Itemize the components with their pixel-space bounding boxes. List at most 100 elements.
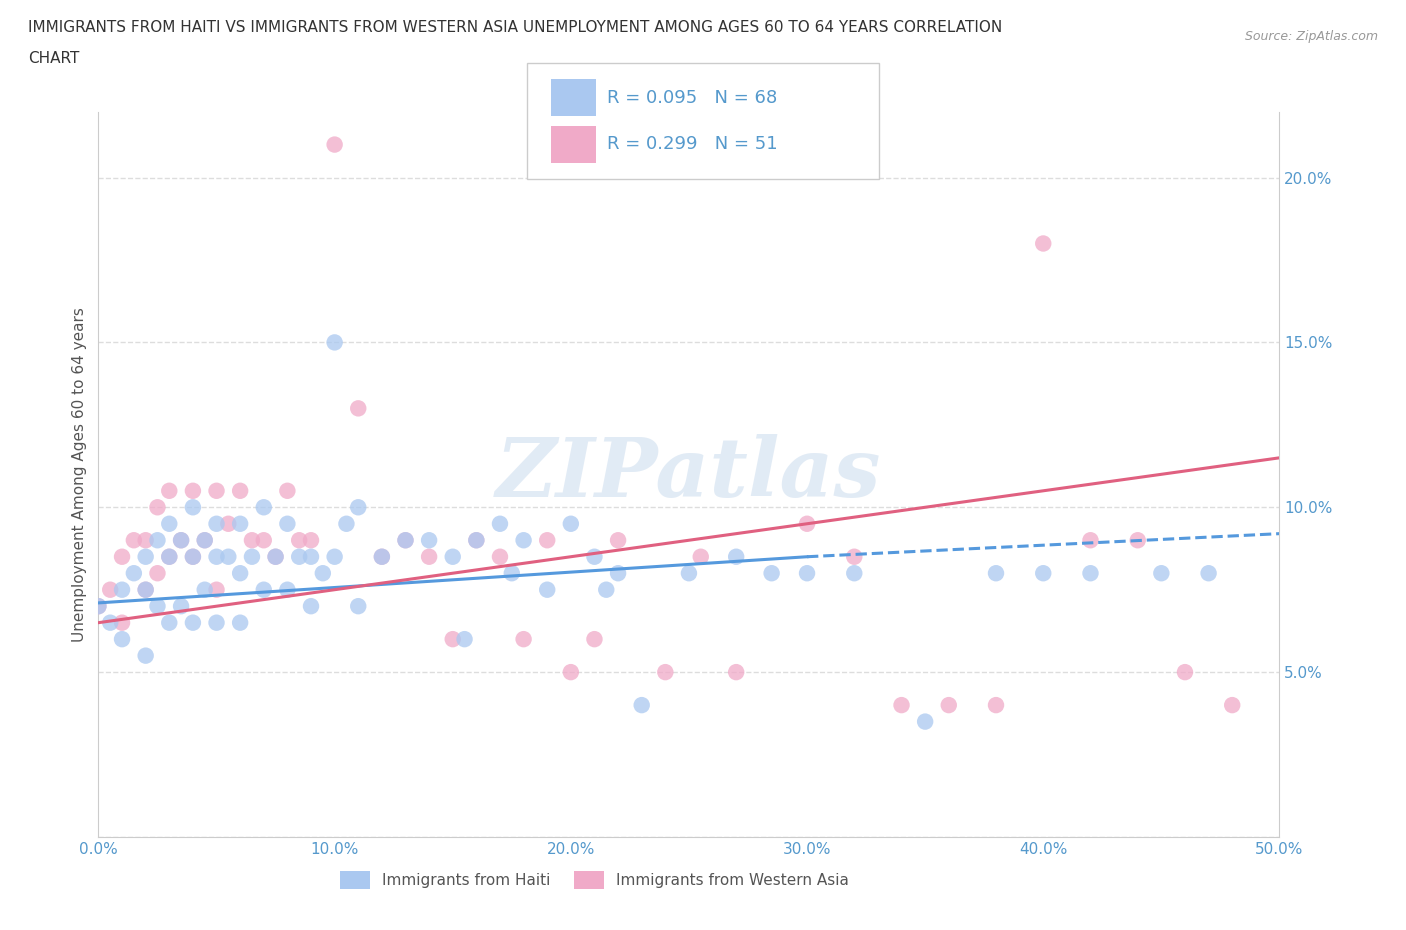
Text: CHART: CHART — [28, 51, 80, 66]
Point — [205, 484, 228, 498]
Text: R = 0.095   N = 68: R = 0.095 N = 68 — [607, 88, 778, 107]
Point — [205, 516, 228, 531]
Point — [761, 565, 783, 580]
Point — [111, 631, 134, 646]
Point — [394, 533, 416, 548]
Point — [170, 533, 193, 548]
Point — [335, 516, 357, 531]
Point — [630, 698, 652, 712]
Point — [1126, 533, 1149, 548]
Point — [240, 533, 263, 548]
Point — [890, 698, 912, 712]
Point — [253, 533, 276, 548]
Point — [135, 648, 157, 663]
Point — [98, 582, 121, 597]
Point — [111, 616, 134, 631]
Point — [135, 582, 157, 597]
Point — [394, 533, 416, 548]
Point — [288, 550, 311, 565]
Point — [264, 550, 287, 565]
Point — [501, 565, 523, 580]
Point — [157, 550, 180, 565]
Point — [512, 631, 534, 646]
Point — [371, 550, 394, 565]
Point — [489, 516, 512, 531]
Point — [1150, 565, 1173, 580]
Point — [170, 599, 193, 614]
Point — [288, 533, 311, 548]
Point — [796, 516, 818, 531]
Point — [122, 565, 145, 580]
Point — [1032, 236, 1054, 251]
Point — [1198, 565, 1220, 580]
Point — [465, 533, 488, 548]
Point — [560, 665, 582, 680]
Point — [181, 499, 204, 514]
Point — [453, 631, 475, 646]
Point — [146, 565, 169, 580]
Point — [465, 533, 488, 548]
Point — [441, 631, 464, 646]
Point — [146, 533, 169, 548]
Point — [135, 582, 157, 597]
Point — [347, 401, 370, 416]
Point — [229, 565, 252, 580]
Point — [276, 516, 298, 531]
Point — [441, 550, 464, 565]
Point — [536, 533, 558, 548]
Point — [489, 550, 512, 565]
Point — [181, 616, 204, 631]
Point — [938, 698, 960, 712]
Point — [229, 516, 252, 531]
Point — [536, 582, 558, 597]
Point — [323, 335, 346, 350]
Point — [607, 565, 630, 580]
Point — [844, 550, 866, 565]
Point — [157, 550, 180, 565]
Y-axis label: Unemployment Among Ages 60 to 64 years: Unemployment Among Ages 60 to 64 years — [72, 307, 87, 642]
Point — [217, 550, 239, 565]
Point — [347, 499, 370, 514]
Point — [181, 550, 204, 565]
Point — [984, 698, 1007, 712]
Text: Source: ZipAtlas.com: Source: ZipAtlas.com — [1244, 30, 1378, 43]
Point — [689, 550, 711, 565]
Point — [205, 582, 228, 597]
Point — [276, 582, 298, 597]
Point — [229, 484, 252, 498]
Point — [170, 533, 193, 548]
Point — [560, 516, 582, 531]
Point — [229, 616, 252, 631]
Point — [725, 550, 748, 565]
Point — [157, 516, 180, 531]
Point — [583, 631, 606, 646]
Point — [240, 550, 263, 565]
Point — [583, 550, 606, 565]
Point — [595, 582, 617, 597]
Point — [1032, 565, 1054, 580]
Point — [844, 565, 866, 580]
Legend: Immigrants from Haiti, Immigrants from Western Asia: Immigrants from Haiti, Immigrants from W… — [333, 865, 855, 895]
Point — [725, 665, 748, 680]
Point — [914, 714, 936, 729]
Point — [418, 533, 440, 548]
Point — [87, 599, 110, 614]
Point — [1080, 533, 1102, 548]
Point — [157, 616, 180, 631]
Point — [299, 550, 322, 565]
Point — [1220, 698, 1243, 712]
Point — [512, 533, 534, 548]
Point — [205, 616, 228, 631]
Text: R = 0.299   N = 51: R = 0.299 N = 51 — [607, 135, 778, 153]
Point — [146, 599, 169, 614]
Point — [181, 550, 204, 565]
Point — [157, 484, 180, 498]
Point — [253, 582, 276, 597]
Point — [87, 599, 110, 614]
Point — [371, 550, 394, 565]
Point — [607, 533, 630, 548]
Point — [111, 550, 134, 565]
Point — [796, 565, 818, 580]
Point — [98, 616, 121, 631]
Point — [253, 499, 276, 514]
